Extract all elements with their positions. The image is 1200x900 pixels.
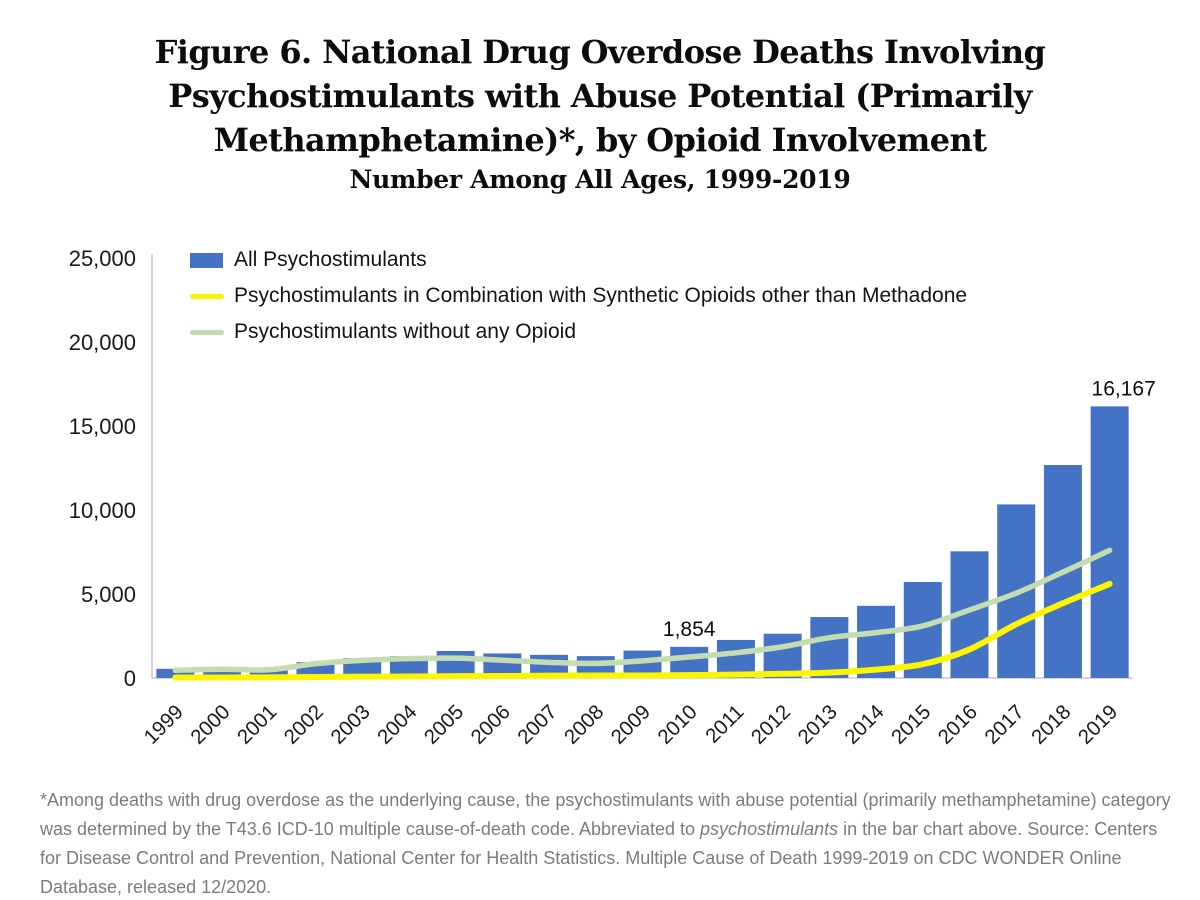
title-block: Figure 6. National Drug Overdose Deaths … <box>0 30 1200 196</box>
bar-2019 <box>1090 406 1129 678</box>
data-label-2010: 1,854 <box>663 618 716 641</box>
y-tick-label-15000: 15,000 <box>69 414 136 439</box>
x-tick-label-2018: 2018 <box>1027 700 1076 749</box>
x-tick-label-2003: 2003 <box>326 700 375 749</box>
x-tick-label-2015: 2015 <box>887 700 936 749</box>
footnote-segment: in the bar chart above. Source: Centers … <box>40 819 1158 897</box>
title-line-1: Figure 6. National Drug Overdose Deaths … <box>154 33 1046 71</box>
x-tick-label-2005: 2005 <box>420 700 469 749</box>
y-tick-label-10000: 10,000 <box>69 498 136 523</box>
footnote-segment: psychostimulants <box>700 819 839 839</box>
bar-1999 <box>156 668 195 678</box>
x-tick-label-2002: 2002 <box>280 700 329 749</box>
x-tick-label-2000: 2000 <box>186 700 235 749</box>
legend-item-no-opioid: Psychostimulants without any Opioid <box>190 314 967 350</box>
legend-line-swatch-icon <box>190 293 224 299</box>
line-synthetic-opioids <box>172 580 1113 681</box>
line-no-opioid <box>172 547 1113 674</box>
y-tick-label-5000: 5,000 <box>81 582 136 607</box>
figure-title: Figure 6. National Drug Overdose Deaths … <box>0 30 1200 162</box>
legend-item-synthetic-opioids: Psychostimulants in Combination with Syn… <box>190 278 967 314</box>
x-tick-label-2006: 2006 <box>466 700 515 749</box>
x-tick-label-2007: 2007 <box>513 700 562 749</box>
x-tick-label-2011: 2011 <box>701 700 748 747</box>
y-tick-label-20000: 20,000 <box>69 330 136 355</box>
x-tick-label-2001: 2001 <box>233 700 282 749</box>
x-tick-label-2017: 2017 <box>980 700 1029 749</box>
data-label-2019: 16,167 <box>1092 377 1156 400</box>
x-tick-label-2019: 2019 <box>1074 700 1123 749</box>
footnote: *Among deaths with drug overdose as the … <box>40 786 1172 900</box>
x-tick-label-2016: 2016 <box>934 700 983 749</box>
chart-legend: All Psychostimulants Psychostimulants in … <box>190 242 967 350</box>
legend-item-all-psychostimulants: All Psychostimulants <box>190 242 967 278</box>
x-tick-label-2004: 2004 <box>373 700 422 749</box>
footnote-segment: *Among deaths with drug overdose as the … <box>40 790 1171 839</box>
x-tick-label-2014: 2014 <box>840 700 889 749</box>
legend-bar-swatch-icon <box>190 252 223 268</box>
x-tick-label-2013: 2013 <box>793 700 842 749</box>
title-line-3: Methamphetamine)*, by Opioid Involvement <box>213 121 987 159</box>
x-tick-label-2009: 2009 <box>607 700 656 749</box>
y-tick-label-0: 0 <box>124 666 136 691</box>
bar-2001 <box>249 668 288 678</box>
bar-2013 <box>810 617 849 678</box>
x-tick-label-2012: 2012 <box>747 700 796 749</box>
x-tick-label-2010: 2010 <box>653 700 702 749</box>
bar-2000 <box>203 668 242 678</box>
legend-label: Psychostimulants without any Opioid <box>234 320 576 343</box>
legend-line-swatch-icon <box>190 329 224 335</box>
x-tick-label-2008: 2008 <box>560 700 609 749</box>
x-tick-label-1999: 1999 <box>139 700 188 749</box>
title-line-2: Psychostimulants with Abuse Potential (P… <box>168 77 1032 115</box>
y-tick-label-25000: 25,000 <box>69 246 136 271</box>
legend-label: Psychostimulants in Combination with Syn… <box>234 284 968 307</box>
legend-label: All Psychostimulants <box>234 248 427 271</box>
figure-subtitle: Number Among All Ages, 1999-2019 <box>349 165 851 194</box>
